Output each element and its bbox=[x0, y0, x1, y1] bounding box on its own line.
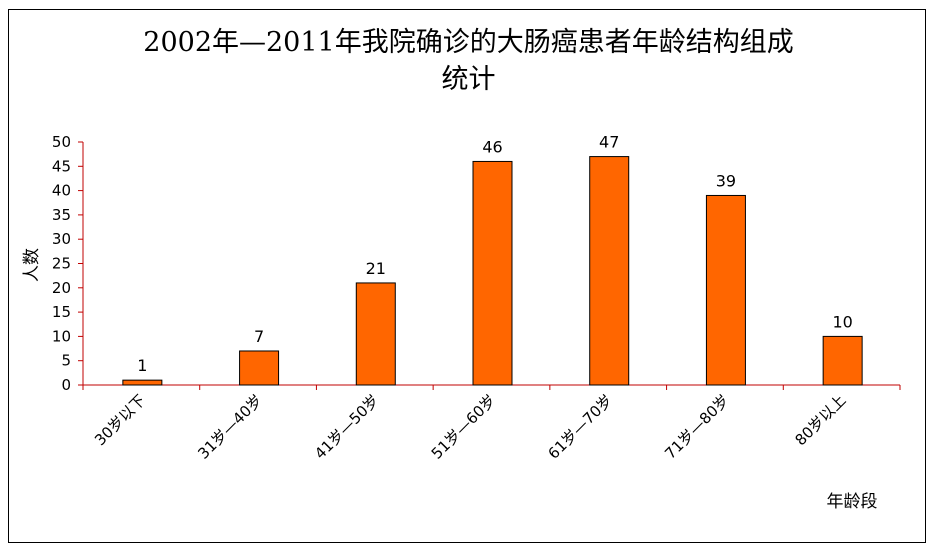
y-axis-label: 人数 bbox=[22, 248, 42, 282]
bar bbox=[705, 194, 746, 386]
x-tick-label: 51岁—60岁 bbox=[428, 391, 500, 463]
y-tick-label: 20 bbox=[52, 279, 71, 297]
chart-title: 2002年—2011年我院确诊的大肠癌患者年龄结构组成 统计 bbox=[0, 24, 937, 98]
bar-value-label: 46 bbox=[482, 137, 502, 156]
y-tick-label: 10 bbox=[52, 327, 71, 345]
x-tick-label: 30岁以下 bbox=[91, 391, 149, 449]
bar-value-label: 47 bbox=[599, 133, 619, 152]
data-labels: 1 7 21 46 47 39 10 bbox=[137, 133, 853, 376]
chart-title-line2: 统计 bbox=[441, 64, 496, 95]
bar bbox=[822, 335, 863, 386]
x-tick-label: 71岁—80岁 bbox=[661, 391, 733, 463]
y-tick-label: 45 bbox=[52, 157, 71, 175]
bars bbox=[122, 156, 863, 386]
y-tick-label: 25 bbox=[52, 255, 71, 273]
x-tick-label: 61岁—70岁 bbox=[544, 391, 616, 463]
x-tick-label: 31岁—40岁 bbox=[194, 391, 266, 463]
y-tick-label: 50 bbox=[52, 133, 71, 151]
category-labels: 30岁以下 31岁—40岁 41岁—50岁 51岁—60岁 61岁—70岁 71岁—80岁… bbox=[91, 391, 849, 463]
bar-value-label: 10 bbox=[832, 312, 852, 331]
bar bbox=[239, 350, 280, 386]
y-tick-label: 40 bbox=[52, 182, 71, 200]
chart-frame bbox=[8, 9, 926, 543]
chart-title-line1: 2002年—2011年我院确诊的大肠癌患者年龄结构组成 bbox=[143, 27, 794, 58]
x-tick-label: 41岁—50岁 bbox=[311, 391, 383, 463]
y-tick-label: 15 bbox=[52, 303, 71, 321]
y-ticks: 0 5 10 15 20 25 30 35 40 45 50 bbox=[52, 133, 83, 394]
x-axis-label: 年龄段 bbox=[827, 492, 878, 512]
bar-value-label: 39 bbox=[716, 171, 736, 190]
bar bbox=[355, 282, 396, 386]
y-tick-label: 35 bbox=[52, 206, 71, 224]
x-tick-label: 80岁以上 bbox=[791, 391, 849, 449]
bar bbox=[589, 156, 630, 386]
bar-value-label: 7 bbox=[254, 327, 264, 346]
y-tick-label: 5 bbox=[61, 352, 71, 370]
bar-value-label: 21 bbox=[366, 259, 386, 278]
bar bbox=[122, 379, 163, 386]
bar bbox=[472, 160, 513, 386]
bar-value-label: 1 bbox=[137, 356, 147, 375]
y-tick-label: 0 bbox=[61, 376, 71, 394]
y-tick-label: 30 bbox=[52, 230, 71, 248]
